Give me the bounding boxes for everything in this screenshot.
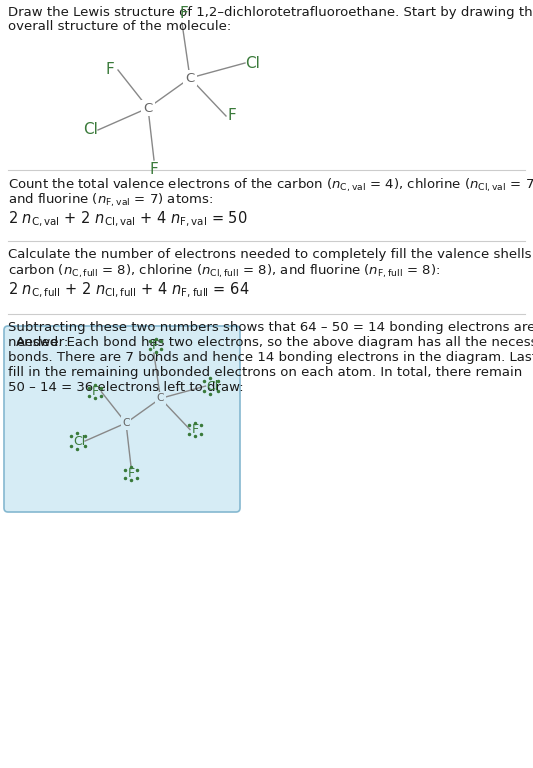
FancyBboxPatch shape (4, 326, 240, 512)
Text: C: C (122, 418, 130, 428)
Text: C: C (157, 393, 164, 403)
Text: Subtracting these two numbers shows that 64 – 50 = 14 bonding electrons are: Subtracting these two numbers shows that… (8, 321, 533, 334)
Text: needed. Each bond has two electrons, so the above diagram has all the necessary: needed. Each bond has two electrons, so … (8, 336, 533, 349)
Text: F: F (228, 108, 236, 124)
Text: F: F (150, 163, 158, 177)
Text: Answer:: Answer: (16, 336, 69, 349)
Text: and fluorine ($n_{\mathregular{F,val}}$ = 7) atoms:: and fluorine ($n_{\mathregular{F,val}}$ … (8, 192, 213, 210)
Text: Calculate the number of electrons needed to completely fill the valence shells f: Calculate the number of electrons needed… (8, 248, 533, 261)
Text: F: F (191, 423, 198, 436)
Text: bonds. There are 7 bonds and hence 14 bonding electrons in the diagram. Lastly,: bonds. There are 7 bonds and hence 14 bo… (8, 351, 533, 364)
Text: overall structure of the molecule:: overall structure of the molecule: (8, 20, 231, 33)
Text: carbon ($n_{\mathregular{C,full}}$ = 8), chlorine ($n_{\mathregular{Cl,full}}$ =: carbon ($n_{\mathregular{C,full}}$ = 8),… (8, 263, 440, 280)
Text: C: C (185, 71, 195, 84)
Text: Cl: Cl (84, 123, 99, 137)
Text: 2 $n_{\mathregular{C,val}}$ + 2 $n_{\mathregular{Cl,val}}$ + 4 $n_{\mathregular{: 2 $n_{\mathregular{C,val}}$ + 2 $n_{\mat… (8, 210, 248, 230)
Text: C: C (143, 101, 152, 114)
Text: Cl: Cl (246, 55, 261, 71)
Text: Cl: Cl (206, 379, 218, 392)
Text: F: F (180, 5, 188, 21)
Text: F: F (127, 468, 134, 480)
Text: fill in the remaining unbonded electrons on each atom. In total, there remain: fill in the remaining unbonded electrons… (8, 366, 522, 379)
Text: F: F (152, 339, 159, 352)
Text: Draw the Lewis structure of 1,2–dichlorotetrafluoroethane. Start by drawing the: Draw the Lewis structure of 1,2–dichloro… (8, 6, 533, 19)
Text: F: F (106, 62, 115, 78)
Text: F: F (91, 386, 99, 399)
Text: Count the total valence electrons of the carbon ($n_{\mathregular{C,val}}$ = 4),: Count the total valence electrons of the… (8, 177, 533, 194)
Text: 50 – 14 = 36 electrons left to draw:: 50 – 14 = 36 electrons left to draw: (8, 381, 244, 394)
Text: Cl: Cl (73, 435, 85, 448)
Text: 2 $n_{\mathregular{C,full}}$ + 2 $n_{\mathregular{Cl,full}}$ + 4 $n_{\mathregula: 2 $n_{\mathregular{C,full}}$ + 2 $n_{\ma… (8, 281, 249, 300)
